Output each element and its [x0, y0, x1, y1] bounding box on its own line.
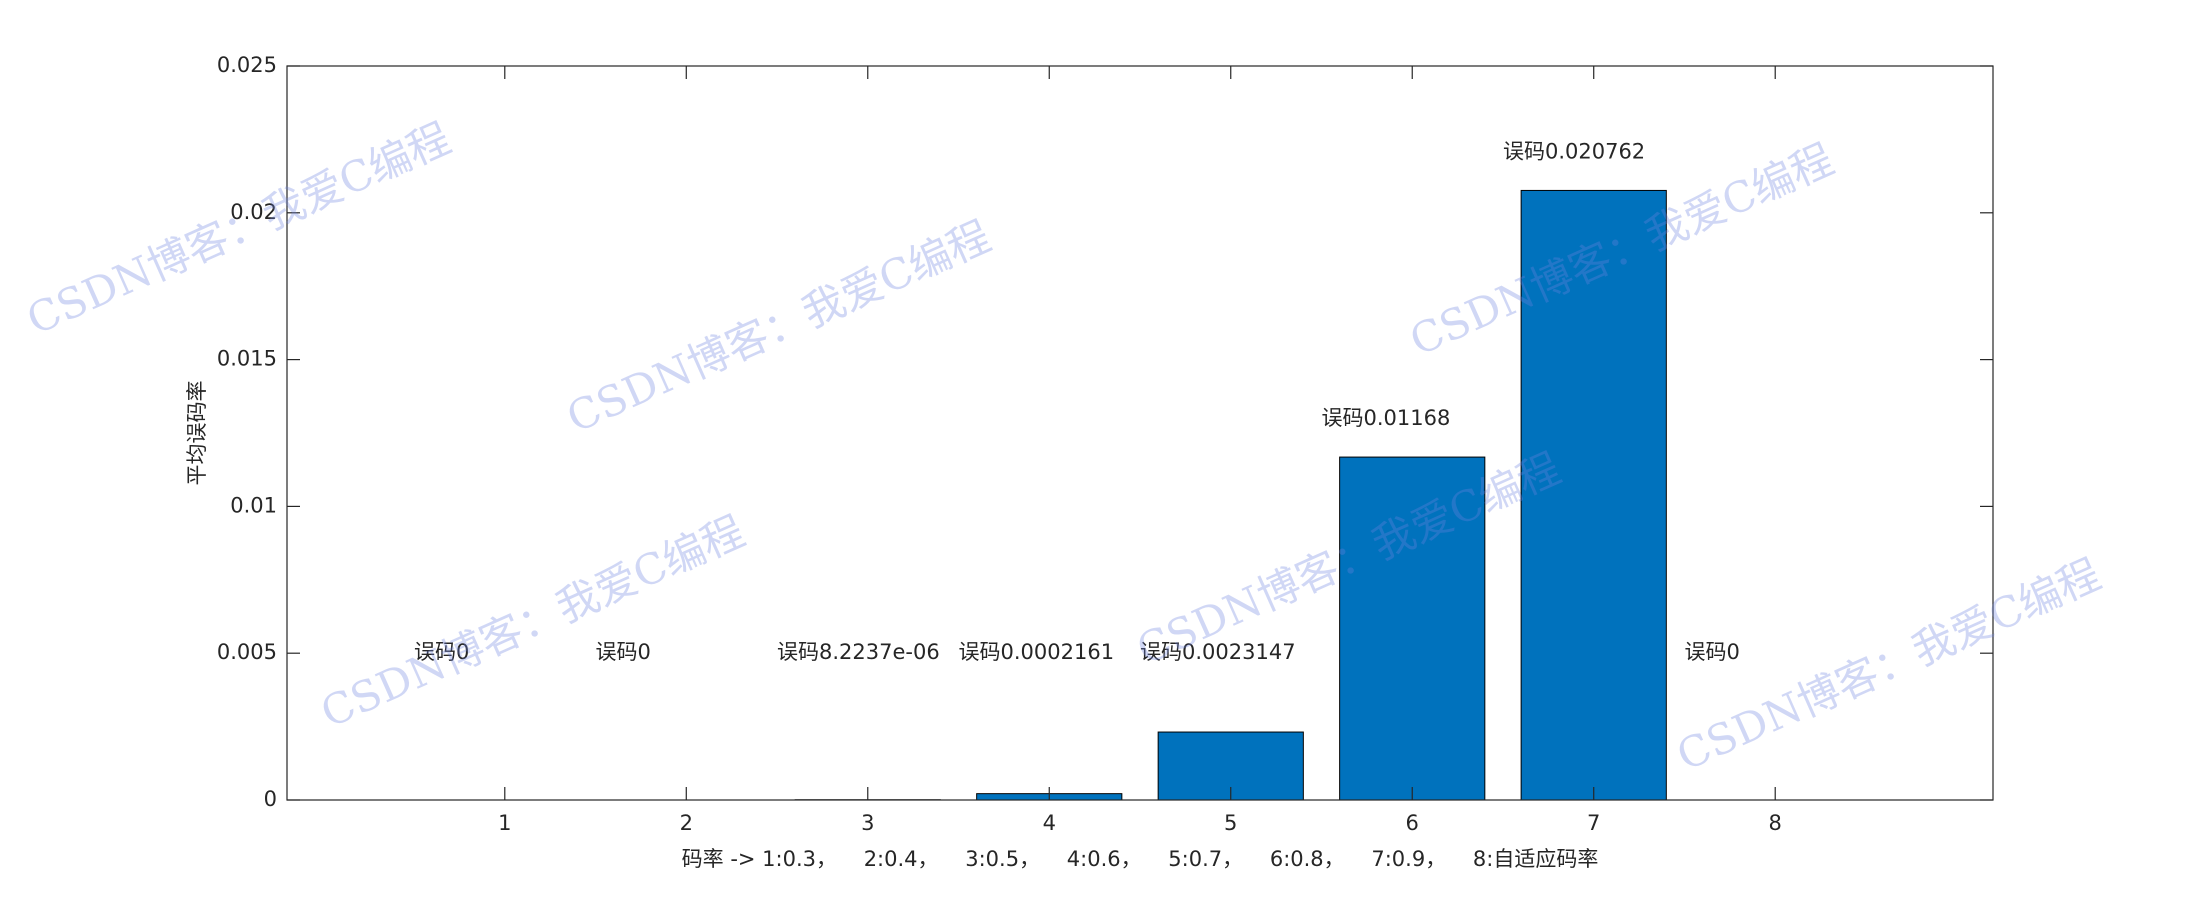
x-axis-label: 码率 -> 1:0.3， 2:0.4， 3:0.5， 4:0.6， 5:0.7，…	[682, 847, 1599, 871]
data-label: 误码0.020762	[1503, 139, 1645, 163]
y-tick-label: 0.005	[217, 640, 277, 664]
data-label: 误码0	[1684, 640, 1739, 664]
x-tick-label: 2	[680, 811, 693, 835]
y-axis-label: 平均误码率	[185, 381, 209, 486]
y-tick-label: 0.015	[217, 347, 277, 371]
axes-box	[286, 65, 1994, 801]
x-tick-label: 3	[861, 811, 874, 835]
data-label: 误码0.01168	[1321, 406, 1450, 430]
y-tick-label: 0.01	[230, 493, 277, 517]
y-tick-label: 0	[264, 787, 277, 811]
data-label: 误码0	[596, 640, 651, 664]
x-tick-label: 1	[498, 811, 511, 835]
x-tick-label: 7	[1587, 811, 1600, 835]
x-tick-label: 6	[1406, 811, 1419, 835]
x-tick-label: 5	[1224, 811, 1237, 835]
data-label: 误码0.0023147	[1140, 640, 1296, 664]
data-label: 误码0	[414, 640, 469, 664]
y-tick-label: 0.02	[230, 200, 277, 224]
bar	[1520, 189, 1667, 801]
x-tick-label: 8	[1769, 811, 1782, 835]
bar	[1339, 456, 1486, 801]
x-tick-label: 4	[1043, 811, 1056, 835]
data-label: 误码8.2237e-06	[777, 640, 940, 664]
y-tick-label: 0.025	[217, 53, 277, 77]
data-label: 误码0.0002161	[959, 640, 1115, 664]
